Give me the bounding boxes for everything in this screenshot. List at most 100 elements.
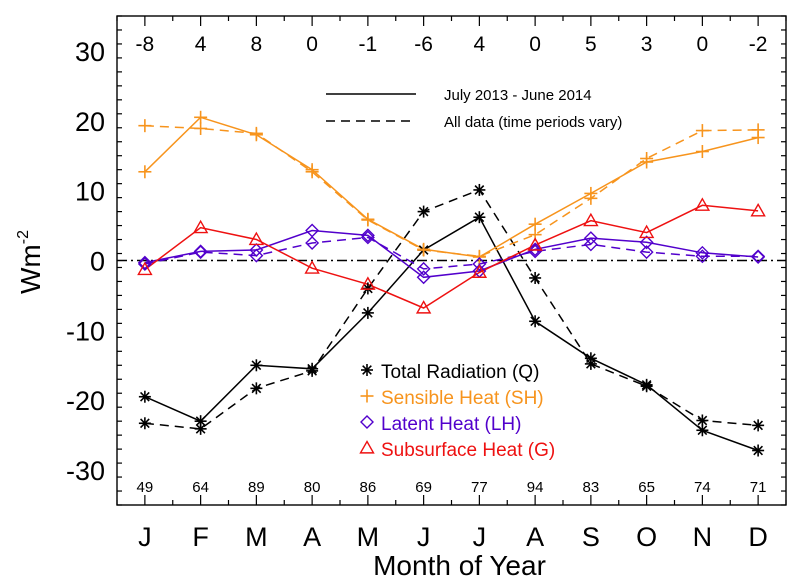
subsurface-heat-g-solid-line [144,204,759,309]
bottom-count-label: 64 [192,479,209,496]
total-radiation-q-solid-point [194,415,207,428]
total-radiation-q-solid-point [306,362,319,375]
total-radiation-q-solid-point [752,444,765,457]
latent-heat-lh-dashed-point [472,257,487,271]
subsurface-heat-g-solid-point [192,219,209,234]
x-tick-label: D [748,522,768,552]
sensible-heat-sh-solid-point [528,217,542,231]
legend-triangle-icon [359,440,375,454]
svg-text:Wm-2: Wm-2 [15,230,46,294]
bottom-count-label: 77 [471,479,488,496]
bottom-count-label: 80 [304,479,321,496]
subsurface-heat-g-solid-point [638,224,655,239]
legend-diamond-icon [360,415,374,429]
latent-heat-lh-dashed-line [144,236,759,270]
subsurface-heat-g-solid-point [527,237,543,251]
y-tick-label: -30 [66,456,105,486]
top-value-label: -1 [359,33,378,56]
subsurface-heat-g-solid-point [248,231,265,246]
subsurface-heat-g-solid-point [137,261,153,276]
subsurface-heat-g-solid-point [694,197,711,211]
total-radiation-q-solid-point [584,352,597,365]
subsurface-heat-g-solid-point [415,300,432,314]
y-tick-label: -10 [66,316,105,346]
x-tick-label: A [526,522,544,552]
y-axis-title-base: Wm [15,244,46,294]
y-axis-title-sup: -2 [15,230,32,244]
top-value-label: -8 [136,33,155,56]
total-radiation-q-solid-point [640,378,653,391]
total-radiation-q-solid-point [138,390,151,403]
legend-solid-label: July 2013 - June 2014 [444,87,592,104]
latent-heat-lh-dashed-point [416,261,431,276]
axis-ticks [116,15,787,506]
bottom-count-label: 65 [638,479,655,496]
bottom-count-label: 94 [527,479,544,496]
latent-heat-lh-solid-point [695,245,710,260]
sensible-heat-sh-dashed-point [194,121,208,135]
latent-heat-lh-solid-point [528,242,543,257]
y-tick-label: 30 [75,37,105,67]
sensible-heat-sh-solid-point [138,165,152,179]
latent-heat-lh-dashed-point [137,257,152,271]
sensible-heat-sh-solid-point [695,145,709,159]
top-value-label: 8 [251,33,263,56]
latent-heat-lh-solid-point [193,244,208,259]
latent-heat-lh-solid-point [751,250,766,264]
x-tick-label: O [636,522,657,552]
bottom-count-label: 86 [360,479,377,496]
bottom-count-label: 83 [583,479,600,496]
subsurface-heat-g-solid-point [471,264,488,278]
y-tick-label: 10 [75,177,105,207]
latent-heat-lh-dashed-point [305,236,320,251]
x-tick-label: J [417,522,431,552]
legend-series-label: Total Radiation (Q) [381,362,539,383]
sensible-heat-sh-solid-point [640,155,654,169]
y-axis-title: Wm-2 [15,230,46,294]
total-radiation-q-solid-point [361,306,374,319]
top-value-label: 4 [474,33,486,56]
legend-series-label: Sensible Heat (SH) [381,388,544,409]
total-radiation-q-dashed-point [417,205,430,218]
total-radiation-q-solid-point [696,424,709,437]
latent-heat-lh-solid-point [639,235,654,250]
total-radiation-q-dashed-line [144,188,759,430]
total-radiation-q-solid-line [144,216,759,452]
legend-asterisk-icon [361,364,373,376]
sensible-heat-sh-solid-point [305,163,319,177]
sensible-heat-sh-solid-point [194,110,208,124]
total-radiation-q-dashed-point [529,271,542,284]
x-tick-label: A [303,522,321,552]
latent-heat-lh-solid-point [137,255,152,270]
top-value-label: 5 [585,33,597,56]
x-tick-label: M [245,522,268,552]
top-value-label: 0 [697,33,709,56]
legend-series-label: Latent Heat (LH) [381,414,521,435]
sensible-heat-sh-dashed-line [144,124,759,258]
x-axis-title: Month of Year [373,550,546,579]
latent-heat-lh-solid-point [249,243,264,258]
legend-plus-icon [360,389,374,403]
sensible-heat-sh-solid-point [751,131,765,145]
sensible-heat-sh-dashed-point [138,119,152,133]
subsurface-heat-g-solid-point [750,202,766,217]
latent-heat-lh-solid-point [305,223,320,238]
latent-heat-lh-solid-point [583,231,598,246]
latent-heat-lh-dashed-point [583,237,598,252]
top-value-label: 3 [641,33,653,56]
latent-heat-lh-dashed-point [360,230,375,245]
top-value-label: -6 [414,33,433,56]
total-radiation-q-solid-point [473,211,486,224]
bottom-count-label: 69 [415,479,432,496]
sensible-heat-sh-solid-point [361,212,375,226]
sensible-heat-sh-solid-point [584,186,598,200]
total-radiation-q-dashed-point [752,419,765,432]
series-lines [144,116,759,452]
total-radiation-q-dashed-point [473,183,486,196]
x-tick-label: J [473,522,487,552]
series-markers [137,110,766,457]
sensible-heat-sh-solid-line [144,116,759,258]
total-radiation-q-solid-point [250,359,263,372]
subsurface-heat-g-solid-point [360,276,376,290]
total-radiation-q-dashed-point [138,417,151,430]
